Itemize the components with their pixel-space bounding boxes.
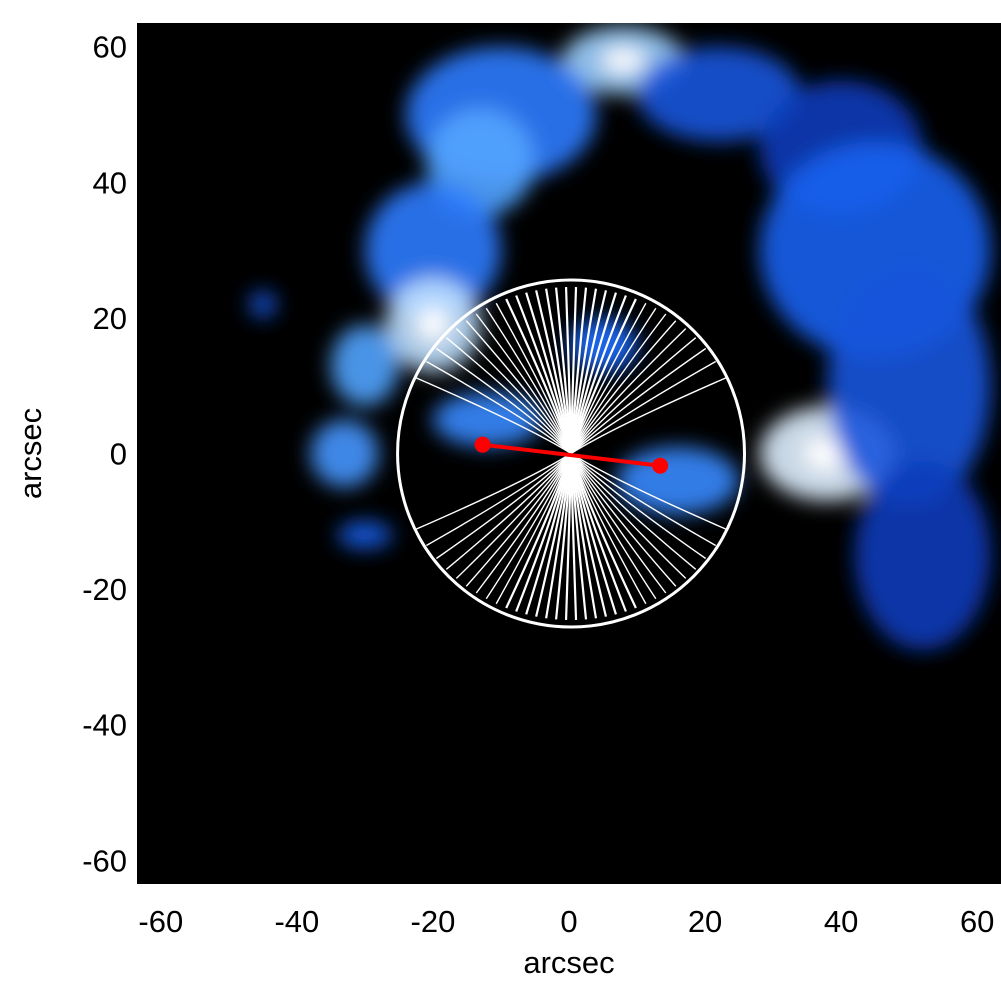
field-line [570,453,707,560]
field-line [570,328,687,454]
field-line [416,452,572,530]
emission-blob [364,182,501,318]
field-line [445,337,572,454]
field-line [570,453,657,600]
field-line [570,453,687,579]
field-line [570,452,717,547]
x-tick-label: -60 [138,904,183,939]
x-tick-label: -40 [274,904,319,939]
emission-map [249,26,991,651]
field-line [569,298,637,454]
x-axis-title: arcsec [523,945,614,980]
y-tick-label: 60 [93,30,127,65]
field-line [426,360,572,455]
field-line [475,453,572,594]
field-line [426,452,572,547]
emission-blob [616,446,740,515]
field-line [465,453,572,587]
field-line [570,347,707,454]
field-line [570,453,677,587]
emission-blob [637,46,801,142]
field-line [570,453,647,605]
field-line [475,313,572,454]
y-tick-label: 40 [93,165,127,200]
emission-core [416,308,450,342]
field-line [455,453,572,579]
plot-area [137,23,1001,884]
emission-core [601,48,645,73]
field-line [570,337,697,454]
field-circle [396,278,747,629]
x-axis-tick-labels: -60 -40 -20 0 20 40 60 [138,904,994,939]
field-line [485,453,572,600]
x-tick-label: 0 [560,904,577,939]
emission-blob [310,419,379,488]
x-tick-label: -20 [411,904,456,939]
emission-blob [330,324,399,407]
field-line [465,320,572,454]
y-tick-label: -60 [82,843,127,878]
emission-blob [249,290,277,318]
field-line [569,453,637,609]
field-line [416,377,572,455]
field-line [570,302,647,454]
emission-blob [827,263,991,508]
field-line [570,453,697,570]
y-tick-label: -40 [82,708,127,743]
field-line [570,307,657,454]
red-endpoint-1 [474,436,491,453]
red-endpoint-2 [652,457,669,474]
y-tick-label: -20 [82,572,127,607]
field-line [570,313,667,454]
field-lines [416,286,726,621]
field-line [570,452,726,530]
field-line [570,377,726,455]
field-line [570,453,667,594]
field-line [445,453,572,570]
field-line [570,320,677,454]
field-line [435,453,572,560]
x-tick-label: 20 [688,904,722,939]
y-axis-title: arcsec [13,408,48,499]
emission-blob [854,460,991,651]
red-axis-line [482,442,661,468]
emission-blob [337,521,393,549]
y-tick-label: 20 [93,301,127,336]
y-axis-tick-labels: -60 -40 -20 0 20 40 60 [82,30,127,879]
field-line [485,307,572,454]
field-line [570,360,717,455]
field-line [455,328,572,454]
x-tick-label: 60 [960,904,994,939]
field-line [435,347,572,454]
y-tick-label: 0 [110,437,127,472]
x-tick-label: 40 [824,904,858,939]
